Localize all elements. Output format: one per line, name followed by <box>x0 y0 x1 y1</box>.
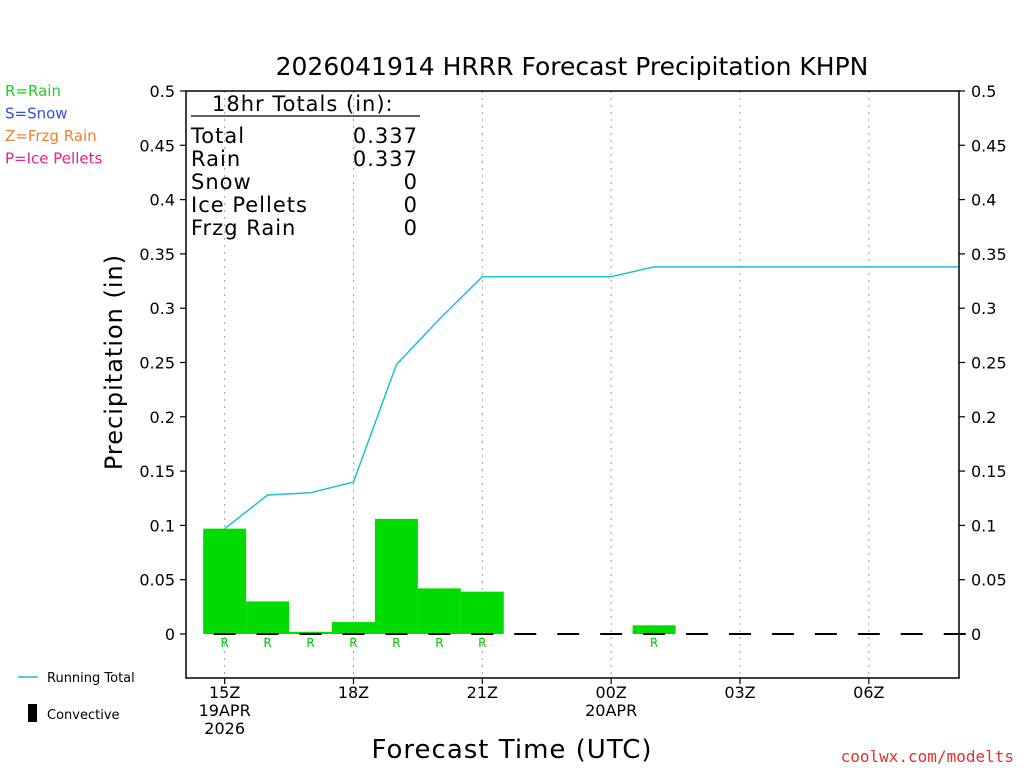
y-tick-label-left: 0.15 <box>139 462 175 481</box>
type-legend-item: R=Rain <box>5 82 61 100</box>
totals-header: 18hr Totals (in): <box>212 92 394 116</box>
precip-type-label: R <box>349 636 357 650</box>
precip-bar <box>417 588 461 634</box>
y-tick-label-left: 0.4 <box>150 191 175 210</box>
totals-row-value: 0.337 <box>353 124 418 148</box>
running-total-legend-label: Running Total <box>47 671 135 686</box>
precip-type-label: R <box>435 636 443 650</box>
type-legend-item: S=Snow <box>5 105 68 123</box>
y-axis-label: Precipitation (in) <box>100 254 128 470</box>
totals-row-label: Ice Pellets <box>191 193 308 217</box>
y-tick-label-right: 0.15 <box>971 462 1007 481</box>
totals-row-label: Rain <box>191 147 241 171</box>
totals-row-label: Snow <box>191 170 252 194</box>
y-axis-left: 0 0.05 0.1 0.15 0.2 0.25 0.3 0.35 0.4 0.45 0.5 <box>139 82 186 644</box>
gridlines <box>224 91 870 678</box>
precip-bar <box>246 601 290 634</box>
precip-type-label: R <box>392 636 400 650</box>
y-tick-label-left: 0.2 <box>150 408 175 427</box>
y-tick-label-right: 0.05 <box>971 571 1007 590</box>
y-tick-label-left: 0.05 <box>139 571 175 590</box>
precip-bar <box>332 622 375 634</box>
y-tick-label-left: 0.5 <box>150 82 175 101</box>
totals-row-value: 0.337 <box>353 147 418 171</box>
credit-text: coolwx.com/modelts <box>841 747 1014 766</box>
precip-bar <box>203 528 247 634</box>
precip-type-legend: R=Rain S=Snow Z=Frzg Rain P=Ice Pellets <box>5 82 102 168</box>
y-tick-label-right: 0.35 <box>971 245 1007 264</box>
y-axis-right: 0 0.05 0.1 0.15 0.2 0.25 0.3 0.35 0.4 0.45 0.5 <box>959 82 1007 644</box>
y-tick-label-left: 0 <box>165 625 175 644</box>
totals-row-value: 0 <box>404 193 418 217</box>
x-tick-label: 15Z <box>209 683 240 702</box>
x-tick-label: 19APR <box>199 701 251 720</box>
y-tick-label-right: 0.3 <box>971 299 996 318</box>
precip-type-label: R <box>478 636 486 650</box>
totals-row-label: Total <box>190 124 245 148</box>
precip-bar <box>632 625 676 634</box>
convective-legend-swatch <box>28 704 37 722</box>
y-tick-label-right: 0.1 <box>971 516 996 535</box>
type-legend-item: Z=Frzg Rain <box>5 127 97 145</box>
precip-type-label: R <box>306 636 314 650</box>
y-tick-label-left: 0.35 <box>139 245 175 264</box>
x-axis-label: Forecast Time (UTC) <box>371 735 652 765</box>
totals-row-value: 0 <box>404 216 418 240</box>
y-tick-label-left: 0.3 <box>150 299 175 318</box>
y-tick-label-left: 0.1 <box>150 516 175 535</box>
type-legend-item: P=Ice Pellets <box>5 150 102 168</box>
convective-legend-label: Convective <box>47 708 120 723</box>
totals-row-label: Frzg Rain <box>191 216 296 240</box>
plot-frame <box>185 90 960 679</box>
totals-row-value: 0 <box>404 170 418 194</box>
x-tick-label: 06Z <box>853 683 884 702</box>
x-tick-label: 00Z <box>595 683 626 702</box>
precip-type-label: R <box>650 636 658 650</box>
y-tick-label-right: 0.25 <box>971 354 1007 373</box>
x-tick-label: 18Z <box>338 683 369 702</box>
precip-bar <box>374 518 418 634</box>
bars <box>203 518 676 634</box>
totals-box: 18hr Totals (in): Total 0.337 Rain 0.337 Sno… <box>190 92 420 240</box>
y-tick-label-right: 0.5 <box>971 82 996 101</box>
x-tick-label: 21Z <box>467 683 498 702</box>
y-tick-label-left: 0.25 <box>139 354 175 373</box>
x-tick-label: 2026 <box>204 719 245 738</box>
precip-bar <box>460 591 504 634</box>
y-tick-label-right: 0 <box>971 625 981 644</box>
x-tick-label: 03Z <box>724 683 755 702</box>
running-total-line <box>224 266 959 530</box>
y-tick-label-right: 0.4 <box>971 191 996 210</box>
x-tick-label: 20APR <box>585 701 637 720</box>
chart-title: 2026041914 HRRR Forecast Precipitation K… <box>276 52 869 81</box>
precip-type-label: R <box>220 636 228 650</box>
precip-type-label: R <box>263 636 271 650</box>
y-tick-label-left: 0.45 <box>139 136 175 155</box>
y-tick-label-right: 0.2 <box>971 408 996 427</box>
precip-bar <box>289 631 333 634</box>
y-tick-label-right: 0.45 <box>971 136 1007 155</box>
